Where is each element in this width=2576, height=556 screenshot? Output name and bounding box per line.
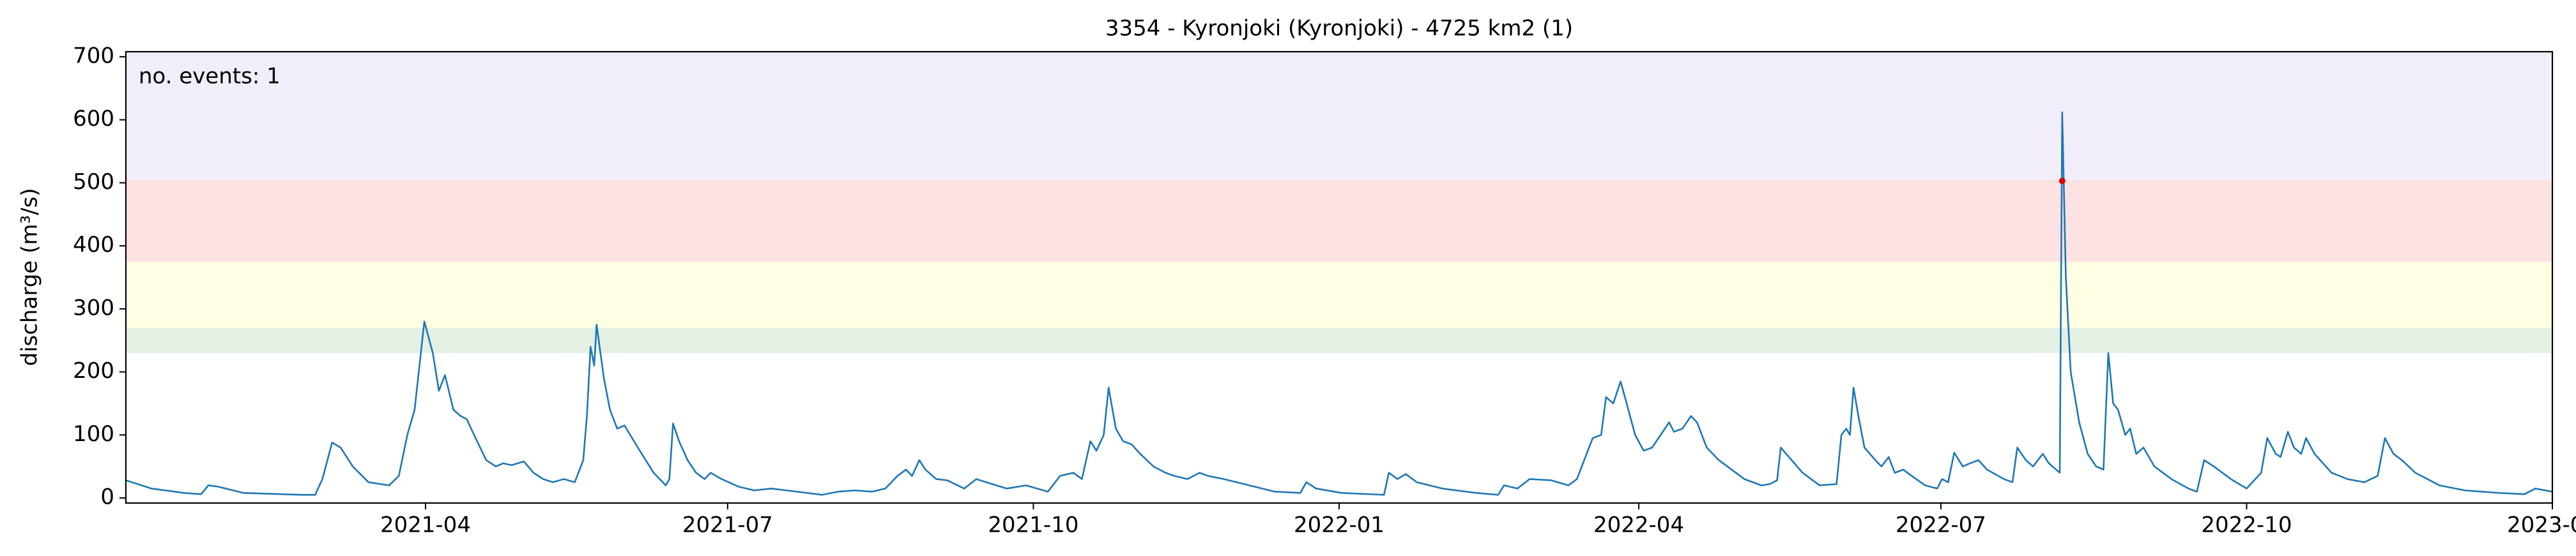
threshold-band	[126, 261, 2552, 328]
event-marker	[2058, 177, 2066, 184]
plot-frame	[125, 50, 2554, 504]
annotation: no. events: 1	[139, 64, 280, 89]
y-axis-label: discharge (m³/s)	[17, 188, 43, 366]
x-tick-label: 2021-07	[682, 513, 773, 538]
x-tick-label: 2022-07	[1896, 513, 1986, 538]
threshold-band	[126, 179, 2552, 262]
y-tick-label: 600	[73, 106, 114, 131]
y-tick-label: 700	[73, 43, 114, 68]
threshold-band	[126, 327, 2552, 353]
x-tick-label: 2021-10	[988, 513, 1078, 538]
y-tick-label: 500	[73, 169, 114, 195]
chart-title: 3354 - Kyronjoki (Kyronjoki) - 4725 km2 …	[1105, 16, 1573, 41]
y-tick-label: 0	[100, 485, 114, 510]
x-tick-label: 2022-04	[1593, 513, 1684, 538]
x-tick-label: 2022-01	[1294, 513, 1384, 538]
threshold-band	[126, 52, 2552, 180]
y-tick-label: 300	[73, 295, 114, 320]
y-tick-label: 400	[73, 232, 114, 258]
y-tick-label: 100	[73, 421, 114, 447]
x-tick-label: 2021-04	[380, 513, 471, 538]
x-tick-label: 2023-01	[2507, 513, 2576, 538]
x-tick-label: 2022-10	[2201, 513, 2292, 538]
series-line	[125, 111, 2553, 496]
y-tick-label: 200	[73, 358, 114, 384]
